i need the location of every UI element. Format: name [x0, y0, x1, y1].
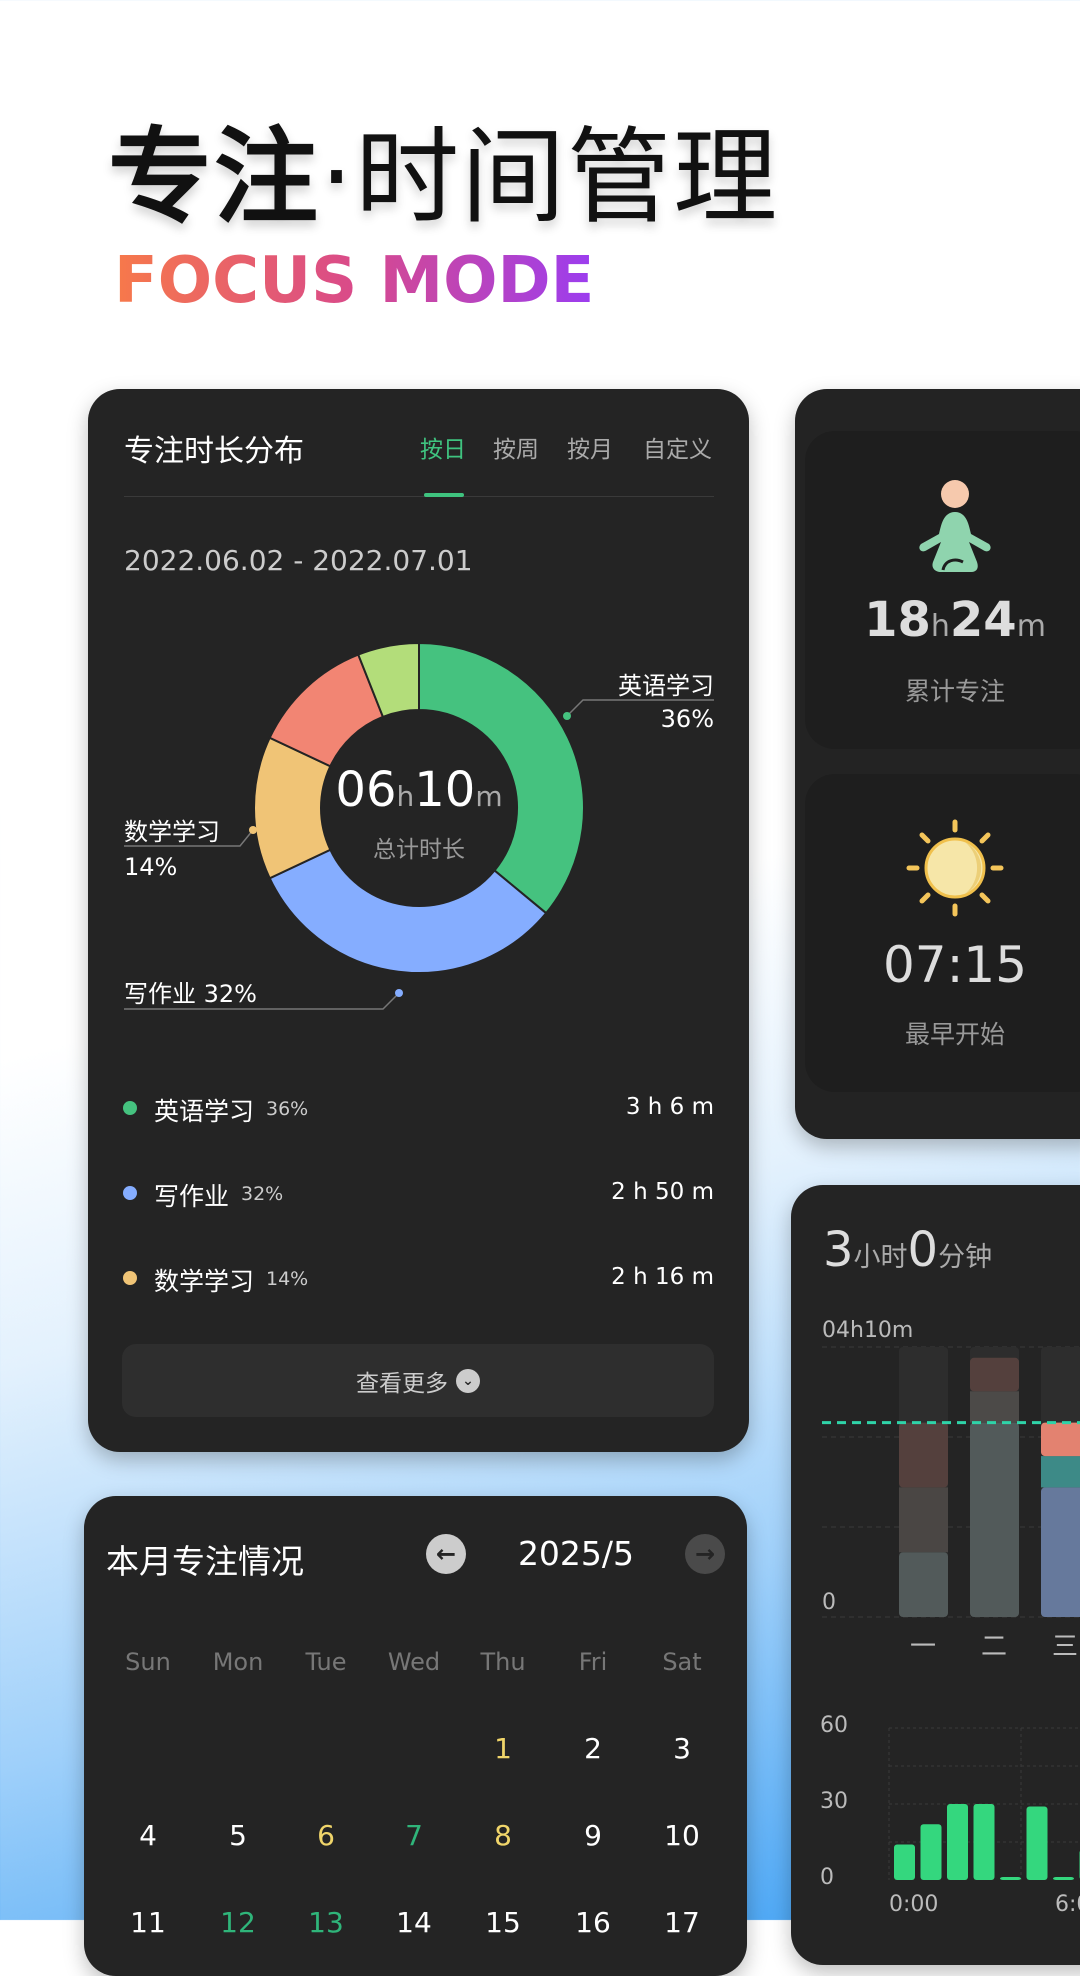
earliest-start-time: 07:15: [805, 936, 1080, 994]
arrow-right-icon: →: [695, 1540, 715, 1568]
calendar-day[interactable]: 10: [642, 1819, 722, 1852]
legend-pct: 36%: [266, 1098, 308, 1120]
legend-name: 数学学习: [154, 1262, 254, 1298]
total-focus-label: 累计专注: [805, 672, 1080, 708]
arrow-left-icon: ←: [436, 1540, 456, 1568]
meditation-icon: [915, 478, 995, 578]
calendar-month: 2025/5: [506, 1534, 646, 1573]
calendar-day[interactable]: 12: [198, 1906, 278, 1939]
calendar-day[interactable]: 3: [642, 1732, 722, 1765]
legend-duration: 2 h 16 m: [611, 1264, 714, 1290]
calendar-day[interactable]: 5: [198, 1819, 278, 1852]
stack-segment: [970, 1391, 1019, 1422]
hourly-bar: [974, 1804, 995, 1880]
weekly-x-label: 三: [1052, 1632, 1078, 1662]
hourly-bar: [921, 1824, 942, 1880]
calendar-day[interactable]: 6: [286, 1819, 366, 1852]
callout-dot-writing: [395, 989, 403, 997]
donut-total: 06h10m: [319, 762, 519, 818]
stack-segment: [899, 1552, 948, 1617]
legend-dot: [123, 1186, 137, 1200]
total-minutes: 10: [414, 762, 475, 818]
weekday-label: Mon: [198, 1648, 278, 1676]
hourly-bar: [894, 1845, 915, 1880]
calendar-day[interactable]: 7: [374, 1819, 454, 1852]
callout-english-name: 英语学习: [618, 672, 714, 700]
legend-duration: 2 h 50 m: [611, 1179, 714, 1205]
legend-name: 英语学习: [154, 1092, 254, 1128]
calendar-title: 本月专注情况: [106, 1535, 304, 1583]
stack-segment: [970, 1423, 1019, 1617]
legend-name: 写作业: [154, 1177, 229, 1213]
calendar-day[interactable]: 8: [463, 1819, 543, 1852]
chevron-down-icon: ⌄: [456, 1369, 480, 1393]
calendar-day[interactable]: 15: [463, 1906, 543, 1939]
hourly-bar: [1053, 1877, 1074, 1880]
legend-dot: [123, 1271, 137, 1285]
callout-math-name: 数学学习: [124, 818, 220, 846]
callout-dot-english: [563, 712, 571, 720]
hourly-bar: [947, 1804, 968, 1880]
hourly-bar: [1000, 1877, 1021, 1880]
callout-writing: 写作业 32%: [124, 980, 257, 1008]
weekday-label: Tue: [286, 1648, 366, 1676]
next-month-button[interactable]: →: [685, 1534, 725, 1574]
stack-segment: [1041, 1456, 1080, 1487]
stack-segment: [970, 1358, 1019, 1391]
hourly-bar-chart: [791, 1700, 1080, 1900]
callout-dot-math: [249, 826, 257, 834]
weekday-label: Wed: [374, 1648, 454, 1676]
callout-math-pct: 14%: [124, 853, 177, 881]
weekly-x-label: 一: [910, 1632, 936, 1662]
calendar-day[interactable]: 9: [553, 1819, 633, 1852]
calendar-day[interactable]: 1: [463, 1732, 543, 1765]
weekday-label: Fri: [553, 1648, 633, 1676]
weekly-stacked-chart: 一二三: [791, 1185, 1080, 1685]
total-h-unit: h: [396, 780, 414, 813]
stack-segment: [899, 1423, 948, 1488]
legend-dot: [123, 1101, 137, 1115]
stack-segment: [1041, 1487, 1080, 1617]
legend-item: 数学学习 14% 2 h 16 m: [88, 1258, 749, 1298]
total-m-unit: m: [475, 780, 502, 813]
focus-h-unit: h: [931, 609, 950, 644]
legend-pct: 14%: [266, 1268, 308, 1290]
calendar-day[interactable]: 14: [374, 1906, 454, 1939]
view-more-button[interactable]: 查看更多 ⌄: [122, 1344, 714, 1417]
legend-item: 写作业 32% 2 h 50 m: [88, 1173, 749, 1213]
stack-segment: [899, 1487, 948, 1552]
donut-total-label: 总计时长: [319, 830, 519, 864]
earliest-start-label: 最早开始: [805, 1015, 1080, 1051]
legend-pct: 32%: [241, 1183, 283, 1205]
calendar-day[interactable]: 11: [108, 1906, 188, 1939]
legend-duration: 3 h 6 m: [626, 1094, 714, 1120]
prev-month-button[interactable]: ←: [426, 1534, 466, 1574]
hourly-bar: [1027, 1807, 1048, 1880]
focus-hours: 18: [864, 592, 931, 648]
weekly-x-label: 二: [981, 1632, 1007, 1662]
view-more-label: 查看更多: [356, 1364, 448, 1398]
total-focus-value: 18h24m: [805, 592, 1080, 648]
stack-segment: [1041, 1423, 1080, 1456]
legend-item: 英语学习 36% 3 h 6 m: [88, 1088, 749, 1128]
focus-m-unit: m: [1017, 609, 1046, 644]
calendar-day[interactable]: 17: [642, 1906, 722, 1939]
calendar-day[interactable]: 16: [553, 1906, 633, 1939]
focus-minutes: 24: [950, 592, 1017, 648]
weekday-label: Sun: [108, 1648, 188, 1676]
calendar-day[interactable]: 13: [286, 1906, 366, 1939]
total-hours: 06: [335, 762, 396, 818]
calendar-day[interactable]: 4: [108, 1819, 188, 1852]
callout-english-pct: 36%: [661, 705, 714, 733]
calendar-day[interactable]: 2: [553, 1732, 633, 1765]
weekday-label: Thu: [463, 1648, 543, 1676]
sun-icon: [905, 818, 1005, 918]
weekday-label: Sat: [642, 1648, 722, 1676]
